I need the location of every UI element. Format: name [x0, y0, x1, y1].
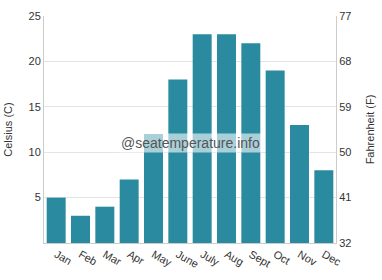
- svg-text:50: 50: [339, 146, 351, 158]
- svg-text:Sept: Sept: [247, 248, 273, 270]
- svg-text:Celsius (C): Celsius (C): [2, 102, 14, 156]
- svg-text:June: June: [174, 248, 201, 270]
- svg-text:Oct: Oct: [271, 248, 292, 267]
- svg-text:10: 10: [29, 146, 41, 158]
- svg-text:Nov: Nov: [296, 248, 319, 268]
- svg-text:68: 68: [339, 55, 351, 67]
- svg-text:20: 20: [29, 55, 41, 67]
- svg-text:Apr: Apr: [125, 248, 146, 267]
- svg-text:41: 41: [339, 191, 351, 203]
- svg-text:July: July: [198, 248, 221, 268]
- svg-text:Fahrenheit (F): Fahrenheit (F): [364, 95, 376, 165]
- svg-text:5: 5: [35, 191, 41, 203]
- svg-text:25: 25: [29, 10, 41, 22]
- svg-text:32: 32: [339, 237, 351, 249]
- svg-text:59: 59: [339, 101, 351, 113]
- svg-text:May: May: [150, 248, 174, 269]
- svg-text:Dec: Dec: [320, 248, 343, 268]
- svg-text:Jan: Jan: [52, 248, 73, 267]
- svg-text:15: 15: [29, 101, 41, 113]
- svg-text:77: 77: [339, 10, 351, 22]
- svg-text:Feb: Feb: [77, 248, 99, 268]
- svg-text:Aug: Aug: [223, 248, 246, 268]
- svg-text:@seatemperature.info: @seatemperature.info: [121, 135, 260, 151]
- svg-text:Mar: Mar: [101, 248, 124, 268]
